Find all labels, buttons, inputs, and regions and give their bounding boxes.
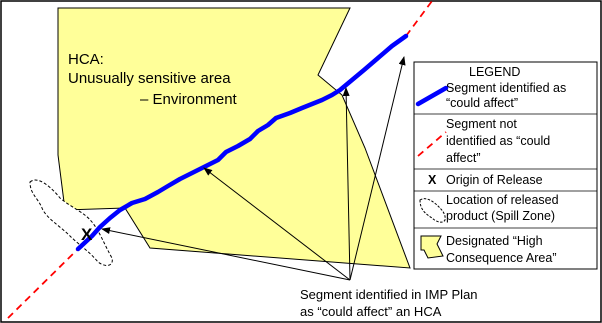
legend-spill-line-2: product (Spill Zone) (446, 209, 555, 223)
legend-not-could-affect-line-3: affect” (446, 151, 481, 165)
legend-not-could-affect-line-2: identified as “could (446, 134, 550, 148)
legend-spill-swatch (419, 198, 446, 223)
pipeline-segment-lower (7, 246, 81, 319)
legend-spill-line-1: Location of released (446, 193, 559, 207)
legend-hca-swatch (420, 235, 444, 259)
legend-hca-line-2: Consequence Area” (446, 251, 557, 265)
legend-could-affect-line-2: “could affect” (446, 96, 518, 110)
spill-zone (29, 179, 113, 266)
legend-origin-symbol: X (428, 173, 437, 187)
legend-could-affect-swatch (415, 85, 449, 107)
hca-label-title: HCA: (68, 51, 104, 68)
legend-not-could-affect-swatch (417, 131, 447, 157)
legend-title: LEGEND (469, 65, 520, 79)
legend-not-could-affect-line-1: Segment not (446, 117, 517, 131)
origin-marker: X (81, 225, 93, 244)
pipeline-segment-could-affect (75, 33, 409, 252)
caption-line-1: Segment identified in IMP Plan (300, 287, 478, 302)
hca-area (57, 7, 411, 269)
arrow-to-upper-segment (342, 87, 351, 281)
legend-box (413, 61, 598, 270)
caption-line-2: as “could affect” an HCA (300, 304, 442, 319)
legend-hca-line-1: Designated “High (446, 234, 543, 248)
legend-could-affect-line-1: Segment identified as (446, 81, 566, 95)
arrow-to-right-segment (349, 56, 406, 281)
arrow-to-origin (101, 227, 351, 281)
arrow-to-mid-segment (203, 167, 351, 281)
legend: LEGEND Segment identified as “could affe… (413, 61, 598, 270)
legend-origin-label: Origin of Release (446, 173, 543, 187)
hca-label-type: Unusually sensitive area (68, 70, 231, 87)
hca-label-category: – Environment (140, 91, 238, 108)
pipeline-segment-upper (405, 0, 433, 37)
